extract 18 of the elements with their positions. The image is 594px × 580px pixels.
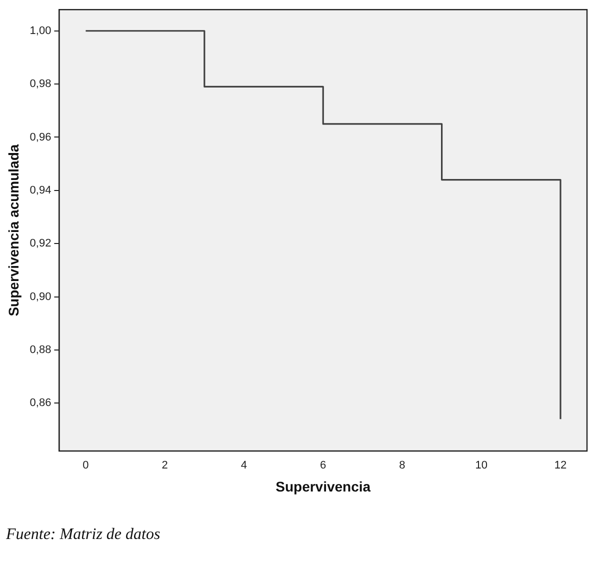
y-tick-label: 0,96 — [30, 131, 52, 144]
x-axis-title: Supervivencia — [276, 478, 371, 494]
source-note: Fuente: Matriz de datos — [6, 526, 160, 544]
y-tick-label: 0,86 — [30, 397, 52, 410]
y-tick-label: 0,94 — [30, 184, 52, 196]
x-tick-label: 8 — [399, 460, 406, 472]
x-tick-label: 10 — [475, 460, 488, 472]
x-tick-label: 12 — [554, 460, 567, 472]
x-tick-label: 6 — [320, 460, 326, 472]
y-tick-label: 0,90 — [30, 290, 52, 303]
y-axis-title: Supervivencia acumulada — [5, 144, 22, 316]
y-tick-label: 0,92 — [30, 238, 52, 250]
y-tick-label: 0,88 — [30, 344, 52, 356]
y-tick-label: 1,00 — [30, 24, 52, 37]
x-tick-label: 2 — [162, 460, 168, 472]
y-tick-label: 0,98 — [30, 78, 52, 90]
x-tick-label: 0 — [82, 460, 89, 472]
x-tick-label: 4 — [240, 460, 248, 472]
